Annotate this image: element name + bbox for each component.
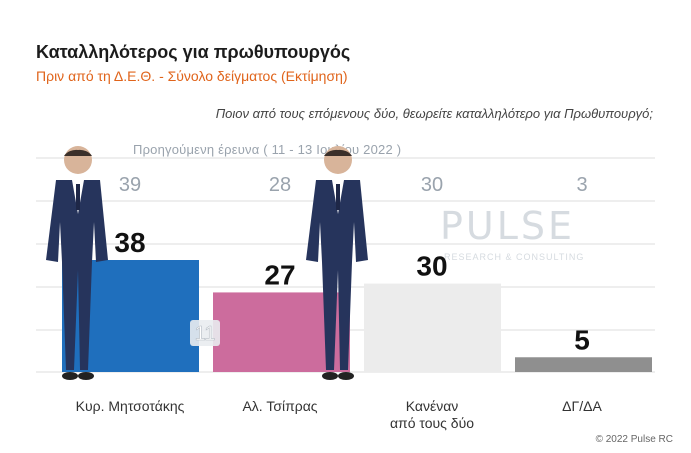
category-label: Κανέναν [406,398,459,414]
bars [62,260,652,372]
person-shoe [62,372,78,380]
photo-label-box [190,320,220,346]
person-hair [64,149,92,156]
previous-value-label: 39 [119,174,141,196]
bar-4 [515,357,652,372]
photo-mitsotakis [46,146,108,380]
person-shoe [338,372,354,380]
previous-value-label: 28 [269,174,291,196]
pulse-watermark-tagline: RESEARCH & CONSULTING [444,252,585,262]
pulse-watermark: PULSE [440,204,576,248]
bar-value-label: 30 [416,251,447,282]
category-label: Κυρ. Μητσοτάκης [76,398,185,414]
bar-value-label: 38 [114,227,145,258]
photo-label-text: 11 [195,323,216,345]
category-label: Αλ. Τσίπρας [242,398,317,414]
person-shoe [322,372,338,380]
person-shoe [78,372,94,380]
person-hair [324,149,352,156]
person-suit [46,180,108,370]
chart-title: Καταλληλότερος για πρωθυπουργός [36,42,351,62]
politician-photos [46,146,368,380]
person-tie [76,184,80,210]
bar-labels: 38 39 Κυρ. Μητσοτάκης 27 28 Αλ. Τσίπρας 30 30 Κα… [76,174,603,431]
copyright-footer: © 2022 Pulse RC [595,434,673,445]
previous-value-label: 3 [576,174,587,196]
bar-value-label: 5 [574,324,590,355]
bar-3 [364,283,501,372]
bar-value-label: 27 [264,259,295,290]
chart-subtitle: Πριν από τη Δ.Ε.Θ. - Σύνολο δείγματος (Ε… [36,68,348,84]
category-label: ΔΓ/ΔΑ [562,398,602,414]
category-label: από τους δύο [390,415,474,431]
survey-question: Ποιον από τους επόμενους δύο, θεωρείτε κ… [215,106,653,121]
person-suit [306,180,368,370]
person-tie [336,184,340,210]
previous-value-label: 30 [421,174,443,196]
photo-tsipras [306,146,368,380]
